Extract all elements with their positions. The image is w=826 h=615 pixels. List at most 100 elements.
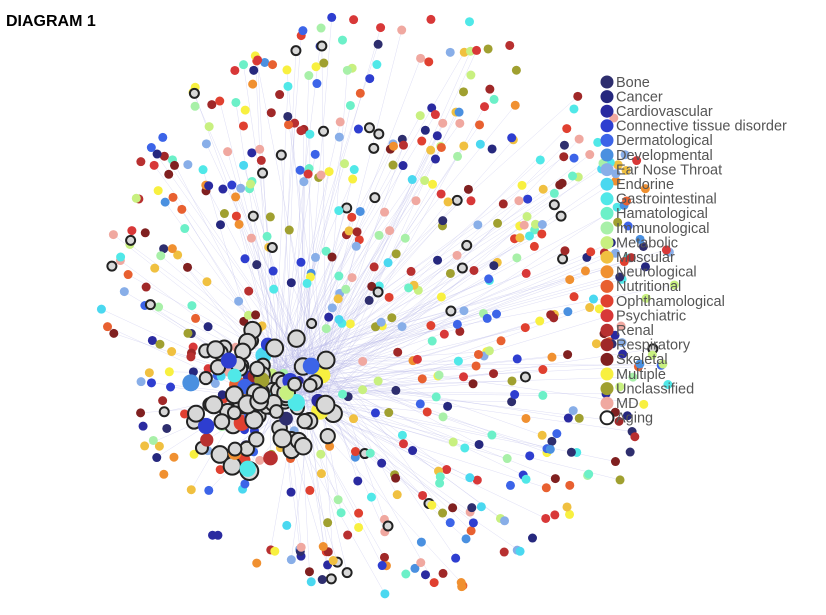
node xyxy=(202,277,212,287)
node xyxy=(562,502,572,512)
node xyxy=(625,447,635,457)
node xyxy=(204,485,214,495)
node xyxy=(353,476,363,486)
node xyxy=(213,413,231,430)
edge xyxy=(295,200,417,365)
node xyxy=(580,266,590,276)
edge xyxy=(321,385,472,531)
node xyxy=(528,533,538,543)
edge xyxy=(303,181,305,378)
node xyxy=(454,107,464,117)
node xyxy=(538,184,548,194)
node xyxy=(472,45,482,55)
edge xyxy=(255,314,291,352)
edge xyxy=(243,165,314,396)
node xyxy=(335,117,345,127)
node xyxy=(167,347,177,357)
edge xyxy=(286,380,302,548)
node xyxy=(275,149,287,161)
node xyxy=(268,266,278,276)
node xyxy=(492,309,502,319)
legend-label: Hamatological xyxy=(616,206,708,222)
node xyxy=(345,319,355,329)
node xyxy=(349,414,359,424)
node xyxy=(401,569,411,579)
node xyxy=(186,352,196,362)
edge xyxy=(279,105,516,393)
node xyxy=(469,265,479,275)
node xyxy=(641,293,651,303)
node xyxy=(442,465,452,475)
node xyxy=(589,294,599,304)
node xyxy=(306,318,318,330)
node xyxy=(443,197,453,207)
node xyxy=(319,58,329,68)
node xyxy=(433,255,443,265)
node xyxy=(303,169,313,179)
node xyxy=(626,253,636,263)
node xyxy=(352,227,362,237)
node xyxy=(525,451,535,461)
node xyxy=(537,430,547,440)
node xyxy=(464,17,474,27)
node xyxy=(190,101,200,111)
node xyxy=(215,96,225,106)
edge xyxy=(304,376,633,388)
node xyxy=(391,385,401,395)
node xyxy=(136,157,146,167)
node xyxy=(284,225,294,235)
nodes xyxy=(96,12,679,599)
node xyxy=(269,284,279,294)
node xyxy=(372,286,384,298)
node xyxy=(427,103,437,113)
node xyxy=(448,503,458,513)
node xyxy=(466,196,476,206)
edge xyxy=(280,149,391,356)
legend-marker xyxy=(600,309,614,323)
legend-label: Cardiovascular xyxy=(616,104,713,120)
node xyxy=(153,186,163,196)
node xyxy=(557,178,567,188)
node xyxy=(487,430,497,440)
legend-marker xyxy=(600,90,614,104)
node xyxy=(204,181,214,191)
node xyxy=(347,273,357,283)
node xyxy=(498,199,508,209)
node xyxy=(384,408,394,418)
node xyxy=(426,145,436,155)
edge xyxy=(316,123,443,372)
node xyxy=(318,125,330,137)
edge xyxy=(310,397,616,462)
node xyxy=(316,350,336,370)
node xyxy=(263,450,278,466)
node xyxy=(468,518,478,528)
node xyxy=(160,197,170,207)
node xyxy=(445,47,455,57)
node xyxy=(569,292,579,302)
node xyxy=(391,473,401,483)
node xyxy=(334,314,344,324)
node xyxy=(325,573,337,585)
node xyxy=(316,170,326,180)
edge xyxy=(327,354,451,523)
legend-label: Multiple xyxy=(616,367,666,383)
node xyxy=(252,558,262,568)
legend-label: Metabolic xyxy=(616,235,678,251)
legend-label: Muscular xyxy=(616,250,675,266)
node xyxy=(524,231,534,241)
node xyxy=(393,347,403,357)
node xyxy=(466,526,476,536)
node xyxy=(354,522,364,532)
edge xyxy=(326,246,357,363)
node xyxy=(248,79,258,89)
node xyxy=(370,408,380,418)
edge xyxy=(326,354,568,380)
node xyxy=(373,376,383,386)
node xyxy=(327,12,337,22)
legend-marker xyxy=(600,236,614,250)
edge xyxy=(329,262,389,367)
edge xyxy=(235,102,274,351)
node xyxy=(327,252,337,262)
node xyxy=(154,302,164,312)
node xyxy=(451,194,463,206)
